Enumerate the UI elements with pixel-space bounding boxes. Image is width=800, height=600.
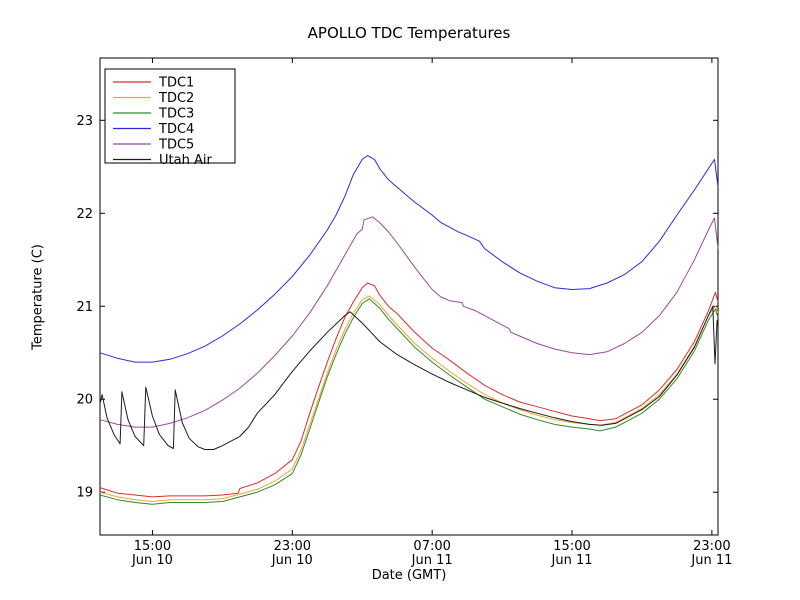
x-tick-label-time: 07:00 [413,539,450,554]
x-tick-label-date: Jun 10 [271,553,313,568]
legend-label: TDC5 [158,138,194,153]
x-tick-label-date: Jun 11 [411,553,453,568]
series-line-tdc5 [99,216,719,428]
series-line-tdc3 [99,298,719,505]
chart-title: APOLLO TDC Temperatures [307,24,511,42]
legend-label: Utah Air [159,153,212,168]
legend-box [104,68,236,164]
x-tick-label-date: Jun 11 [551,553,593,568]
y-tick-label: 20 [76,393,93,408]
x-tick-label-time: 15:00 [134,539,171,554]
legend-label: TDC2 [158,91,194,106]
x-tick-label-time: 23:00 [693,539,730,554]
x-tick-label-time: 23:00 [274,539,311,554]
series-line-utah-air [99,305,718,450]
x-tick-label-date: Jun 11 [690,553,732,568]
y-tick-label: 21 [76,300,93,315]
legend-label: TDC3 [158,107,194,122]
legend-label: TDC1 [158,76,194,91]
x-tick-label-date: Jun 10 [131,553,173,568]
x-tick-label-time: 15:00 [553,539,590,554]
y-tick-label: 22 [76,207,93,222]
series-line-tdc2 [99,295,719,502]
x-axis-label: Date (GMT) [371,568,447,583]
series-line-tdc4 [99,155,719,363]
y-tick-label: 23 [76,114,93,129]
y-tick-label: 19 [76,486,93,501]
plot-frame [99,57,719,536]
legend-label: TDC4 [158,122,194,137]
y-axis-label: Temperature (C) [30,244,46,350]
series-line-tdc1 [99,282,719,498]
